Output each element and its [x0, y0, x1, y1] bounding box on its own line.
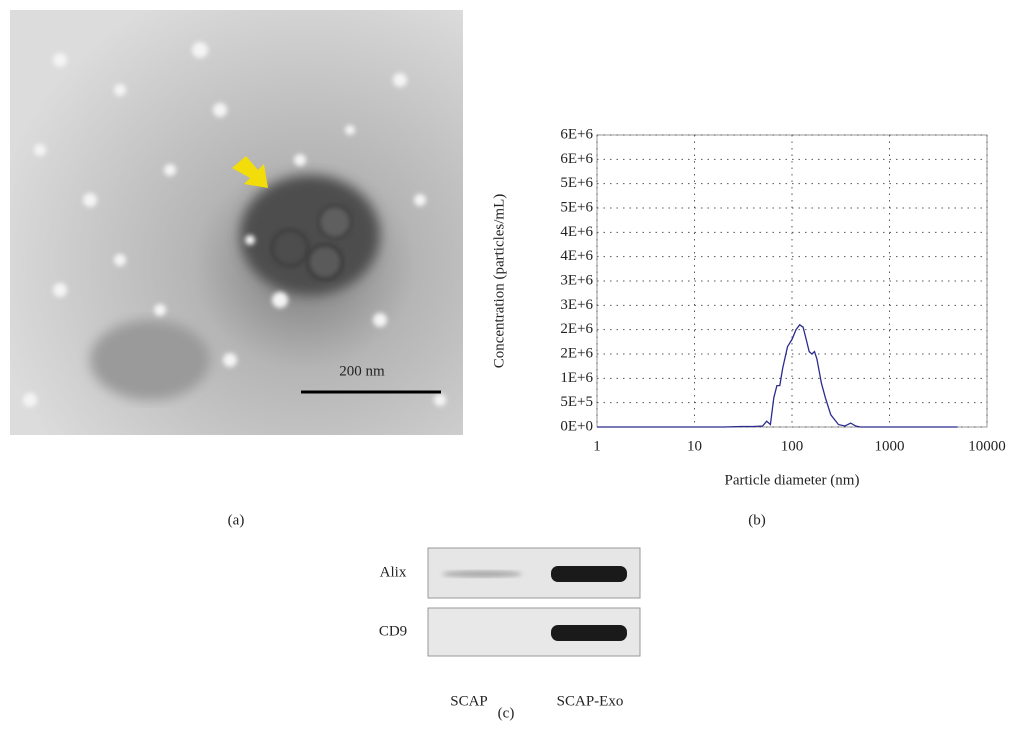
y-tick-label: 3E+6	[560, 297, 593, 313]
blot-lane-label: SCAP-Exo	[557, 693, 624, 709]
y-tick-label: 5E+6	[560, 199, 593, 215]
chart: Particle diameter (nm) Concentration (pa…	[491, 126, 1005, 488]
y-tick-label: 0E+0	[560, 418, 593, 434]
y-tick-label: 2E+6	[560, 321, 593, 337]
y-tick-label: 4E+6	[560, 224, 593, 240]
blot-row-label: Alix	[380, 564, 407, 580]
y-tick-label: 5E+6	[560, 175, 593, 191]
x-tick-label: 1000	[875, 438, 905, 454]
y-tick-label: 5E+5	[560, 394, 593, 410]
panel-label: (a)	[228, 512, 245, 528]
western-blot: Alix CD9 SCAP SCAP-Exo	[379, 547, 641, 709]
y-tick-label: 4E+6	[560, 248, 593, 264]
x-tick-label: 10000	[968, 438, 1006, 454]
panel-label: (b)	[748, 512, 766, 528]
y-tick-label: 2E+6	[560, 345, 593, 361]
tem-image: 200 nm	[10, 10, 463, 435]
panel-label: (c)	[498, 705, 515, 721]
blot-row-label: CD9	[379, 623, 407, 639]
x-tick-label: 100	[781, 438, 804, 454]
y-tick-label: 6E+6	[560, 126, 593, 142]
y-tick-label: 1E+6	[560, 370, 593, 386]
arrow	[232, 156, 268, 188]
x-tick-label: 1	[593, 438, 601, 454]
data-line	[597, 323, 958, 428]
y-axis-title: Concentration (particles/mL)	[491, 194, 507, 369]
blot-lane-label: SCAP	[450, 693, 488, 709]
x-axis-title: Particle diameter (nm)	[725, 472, 860, 488]
y-tick-label: 3E+6	[560, 272, 593, 288]
y-tick-label: 6E+6	[560, 151, 593, 167]
scale-bar-label: 200 nm	[339, 363, 385, 379]
x-tick-label: 10	[687, 438, 702, 454]
